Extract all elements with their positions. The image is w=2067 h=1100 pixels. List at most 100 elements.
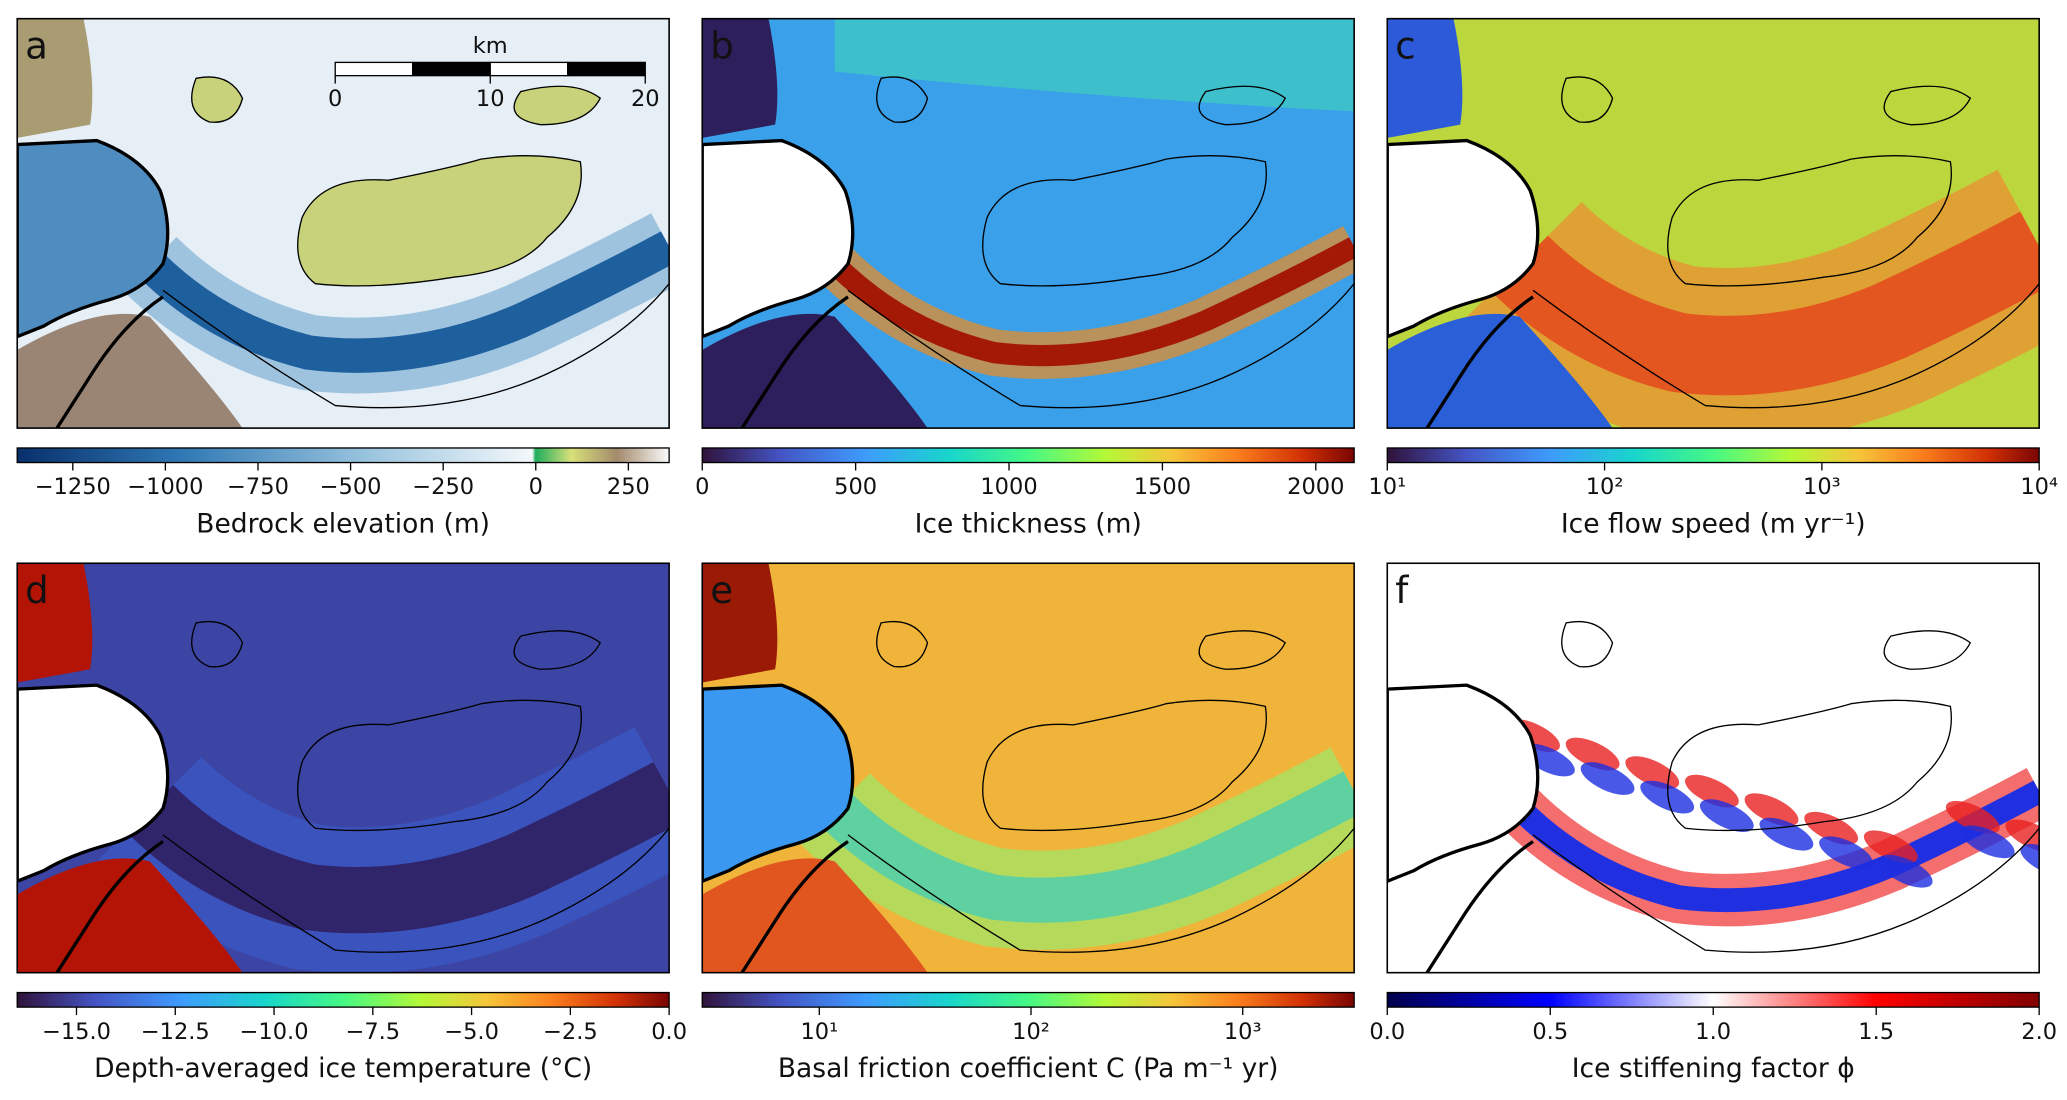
panel: d −15.0 −12.5 −10.0 −7.5 −5.0 −2.5 0.0 Depth-ave… [16,562,687,1084]
anomaly [1580,762,1635,795]
map [702,18,1355,429]
west-region [17,685,168,882]
map-frame [16,562,670,974]
colorbar-label: Ice stiffening factor ϕ [1572,1053,1855,1084]
colorbar-tick-label: −2.5 [543,1019,598,1045]
colorbar-tick-label: −1250 [35,474,111,500]
northwest-region [702,18,778,138]
scale-bar-segment [412,61,491,77]
colorbar-tick-label: −12.5 [141,1019,210,1045]
colorbar-tick-label: −750 [227,474,289,500]
panel-label: f [1395,569,1409,612]
northwest-region [1387,563,1463,683]
colorbar-tick-label: −250 [412,474,474,500]
colorbar-tick-label: 0.5 [1532,1019,1568,1045]
colorbar [701,447,1355,464]
scale-bar-tick-label: 20 [631,86,660,112]
scale-bar-segment [567,61,646,77]
grounding-line [847,827,1355,953]
map-frame [1386,17,2040,429]
coast [702,683,855,884]
anomaly [1744,793,1799,827]
colorbar-tick-label: 2000 [1287,474,1344,500]
map-frame [701,562,1355,974]
colorbar-tick-label: −10.0 [240,1019,309,1045]
northwest-region [17,18,93,138]
colorbar-tick-label: 0.0 [651,1019,687,1045]
map [1387,18,2040,429]
trough [126,761,670,934]
colorbar-tick-label: 1.0 [1695,1019,1731,1045]
coast [55,840,164,973]
trough [818,771,1355,923]
anomaly [1685,774,1739,808]
panel-label: e [710,569,733,612]
map [1387,563,2040,973]
map [17,18,670,429]
trough [137,231,670,373]
colorbar-tick-label: 1500 [1134,474,1191,500]
map [17,563,670,973]
west-region [1387,140,1538,337]
trough [1491,211,2040,396]
coast [740,295,849,429]
colorbar-tick-label: −1000 [127,474,203,500]
colorbar-tick-label: −7.5 [345,1019,400,1045]
map-frame [1386,562,2040,974]
colorbar [701,991,1355,1008]
colorbar-tick-label: 10¹ [1368,474,1406,500]
scale-bar-segment [489,61,569,77]
colorbar-label: Ice flow speed (m yr⁻¹) [1561,508,1866,539]
coast [17,683,170,884]
contour [1561,76,1972,287]
map-frame [701,17,1355,429]
colorbar-tick-label: 0 [529,474,543,500]
colorbar-tick-label: −15.0 [42,1019,111,1045]
colorbar [16,447,670,464]
scale-bar-tick-label: 0 [328,86,342,112]
northwest-region [1387,18,1463,138]
colorbar-tick-label: 10² [1586,474,1624,500]
coast [702,138,855,339]
panel-label: c [1395,24,1415,67]
colorbar-tick-label: 10¹ [800,1019,838,1045]
grounding-line [1532,827,2040,953]
colorbar-label: Depth-averaged ice temperature (°C) [94,1053,592,1084]
coast [1425,295,1534,429]
grounding-line [162,827,670,953]
colorbar-tick-label: 0 [695,474,709,500]
colorbar-tick-label: 10⁴ [2020,474,2058,500]
coast [1387,138,1540,339]
contour [191,76,602,287]
colorbar-tick-label: 10³ [1803,474,1841,500]
coast [1425,840,1534,973]
colorbar-tick-label: 10² [1012,1019,1050,1045]
anomaly [1565,737,1620,771]
panel: c 10¹ 10² 10³ 10⁴ Ice flow speed (m yr⁻¹) [1368,17,2058,539]
panel: b 0 500 1000 1500 2000 Ice thickness (m) [695,17,1355,539]
map-frame [16,17,670,429]
west-region [1387,685,1538,882]
northwest-region [702,563,778,683]
anomaly [1759,817,1814,851]
coast [740,840,849,973]
contour [1561,620,1972,832]
contour [876,76,1287,287]
colorbar-tick-label: 2.0 [2021,1019,2057,1045]
grounding-line [1532,283,2040,409]
scale-bar-segment [334,61,414,77]
colorbar-tick-label: 500 [834,474,877,500]
colorbar-label: Ice thickness (m) [915,508,1142,539]
colorbar-tick-label: 1.5 [1858,1019,1894,1045]
map [702,563,1355,973]
contour [191,620,602,832]
grounding-line [162,283,670,409]
panel-label: b [710,24,734,67]
panel: a −1250 −1000 −750 −500 −250 0 250 Bedrock eleva… [16,17,670,539]
northwest-region [17,563,93,683]
scale-bar-label: km [473,33,508,59]
island [297,155,582,286]
trough [827,237,1355,367]
west-region [17,140,168,337]
